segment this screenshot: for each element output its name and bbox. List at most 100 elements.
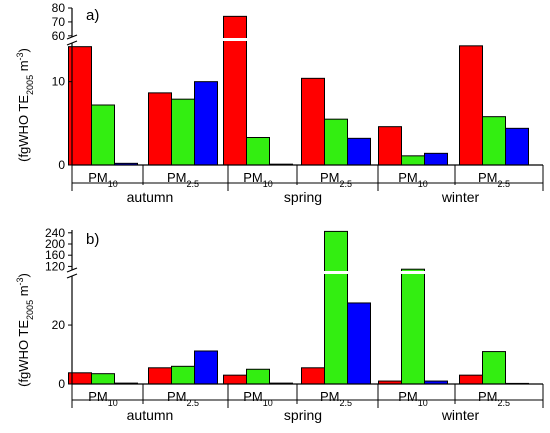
pm-category-label: PM10 bbox=[243, 389, 273, 408]
pm-category-label: PM10 bbox=[398, 170, 428, 189]
y-tick-label: 240 bbox=[45, 226, 65, 240]
axis-break-mark bbox=[66, 34, 78, 40]
y-tick-label: 160 bbox=[45, 248, 65, 262]
y-tick-label: 60 bbox=[52, 29, 66, 43]
pm-label-subscript: 10 bbox=[418, 398, 428, 408]
pm-category-label: PM2.5 bbox=[167, 389, 199, 408]
bar bbox=[459, 45, 483, 166]
pm-category-label: PM2.5 bbox=[478, 170, 510, 189]
y-tick-label: 0 bbox=[58, 158, 65, 172]
pm-label-main: PM bbox=[88, 170, 108, 185]
bar bbox=[194, 81, 218, 166]
pm-label-main: PM bbox=[243, 389, 263, 404]
bar bbox=[301, 77, 325, 166]
season-label: autumn bbox=[127, 407, 174, 423]
y-tick-label: 10 bbox=[52, 75, 66, 89]
y-tick-label: 0 bbox=[58, 377, 65, 391]
bar bbox=[148, 92, 172, 166]
y-axis-label-main: (fgWHO TE bbox=[16, 95, 31, 162]
y-axis-label-close: ) bbox=[16, 48, 31, 52]
pm-label-main: PM bbox=[167, 170, 187, 185]
bar bbox=[347, 302, 371, 385]
y-axis-label-subscript: 2005 bbox=[25, 75, 35, 95]
bar bbox=[301, 367, 325, 385]
y-axis-label-subscript: 2005 bbox=[25, 300, 35, 320]
bar-break-gap bbox=[222, 38, 248, 41]
bar bbox=[324, 230, 348, 385]
pm-label-subscript: 10 bbox=[263, 398, 273, 408]
bar bbox=[401, 268, 425, 385]
pm-label-main: PM bbox=[243, 170, 263, 185]
y-axis-label-unit: m bbox=[16, 60, 31, 74]
bar bbox=[194, 350, 218, 385]
axis-break-mark bbox=[66, 40, 78, 46]
bar bbox=[223, 374, 247, 385]
pm-category-label: PM2.5 bbox=[320, 389, 352, 408]
pm-category-label: PM10 bbox=[243, 170, 273, 189]
y-axis-label-main: (fgWHO TE bbox=[16, 320, 31, 387]
pm-category-label: PM10 bbox=[398, 389, 428, 408]
pm-category-label: PM2.5 bbox=[167, 170, 199, 189]
pm-category-label: PM2.5 bbox=[320, 170, 352, 189]
season-label: winter bbox=[441, 407, 480, 423]
season-label: spring bbox=[284, 407, 322, 423]
pm-label-main: PM bbox=[478, 170, 498, 185]
pm-label-main: PM bbox=[88, 389, 108, 404]
pm-label-subscript: 2.5 bbox=[497, 179, 510, 189]
bar bbox=[459, 374, 483, 385]
bar bbox=[91, 373, 115, 385]
season-label: autumn bbox=[127, 189, 174, 205]
bar-break-gap bbox=[323, 271, 349, 274]
pm-label-main: PM bbox=[320, 170, 340, 185]
bar bbox=[378, 126, 402, 166]
pm-category-label: PM10 bbox=[88, 389, 118, 408]
bar bbox=[324, 118, 348, 166]
y-axis-label: (fgWHO TE2005 m-3) bbox=[15, 273, 35, 387]
bar-break-gap bbox=[147, 38, 173, 41]
y-axis-label-close: ) bbox=[16, 273, 31, 277]
panel-label: a) bbox=[86, 7, 99, 24]
y-tick-label: 200 bbox=[45, 237, 65, 251]
pm-label-main: PM bbox=[398, 389, 418, 404]
pm-label-main: PM bbox=[167, 389, 187, 404]
bar-break-gap bbox=[400, 271, 426, 274]
pm-label-subscript: 2.5 bbox=[339, 398, 352, 408]
y-tick-label: 80 bbox=[52, 1, 66, 15]
bar bbox=[246, 137, 270, 166]
pm-label-subscript: 10 bbox=[108, 398, 118, 408]
pm-label-subscript: 10 bbox=[263, 179, 273, 189]
pm-label-subscript: 2.5 bbox=[186, 398, 199, 408]
bar bbox=[347, 137, 371, 166]
bar bbox=[148, 367, 172, 385]
season-label: winter bbox=[441, 189, 480, 205]
pm-label-subscript: 2.5 bbox=[497, 398, 510, 408]
y-axis-label: (fgWHO TE2005 m-3) bbox=[15, 48, 35, 162]
bar bbox=[171, 365, 195, 385]
y-axis-label-superscript: -3 bbox=[15, 277, 25, 285]
bar bbox=[482, 351, 506, 385]
pm-label-subscript: 2.5 bbox=[339, 179, 352, 189]
y-tick-label: 20 bbox=[52, 318, 66, 332]
pm-label-main: PM bbox=[320, 389, 340, 404]
axis-break-mark bbox=[66, 273, 78, 279]
pm-label-subscript: 10 bbox=[108, 179, 118, 189]
season-label: spring bbox=[284, 189, 322, 205]
bar bbox=[424, 152, 448, 166]
pm-label-subscript: 10 bbox=[418, 179, 428, 189]
bar bbox=[91, 104, 115, 166]
y-axis-label-unit: m bbox=[16, 285, 31, 299]
bar bbox=[246, 368, 270, 385]
pm-category-label: PM2.5 bbox=[478, 389, 510, 408]
y-tick-label: 120 bbox=[45, 259, 65, 273]
y-axis-label-superscript: -3 bbox=[15, 52, 25, 60]
axis-break-mark bbox=[66, 267, 78, 273]
bar bbox=[482, 116, 506, 166]
y-tick-label: 70 bbox=[52, 15, 66, 29]
pm-label-subscript: 2.5 bbox=[186, 179, 199, 189]
pm-label-main: PM bbox=[478, 389, 498, 404]
bar bbox=[505, 127, 529, 166]
pm-category-label: PM10 bbox=[88, 170, 118, 189]
